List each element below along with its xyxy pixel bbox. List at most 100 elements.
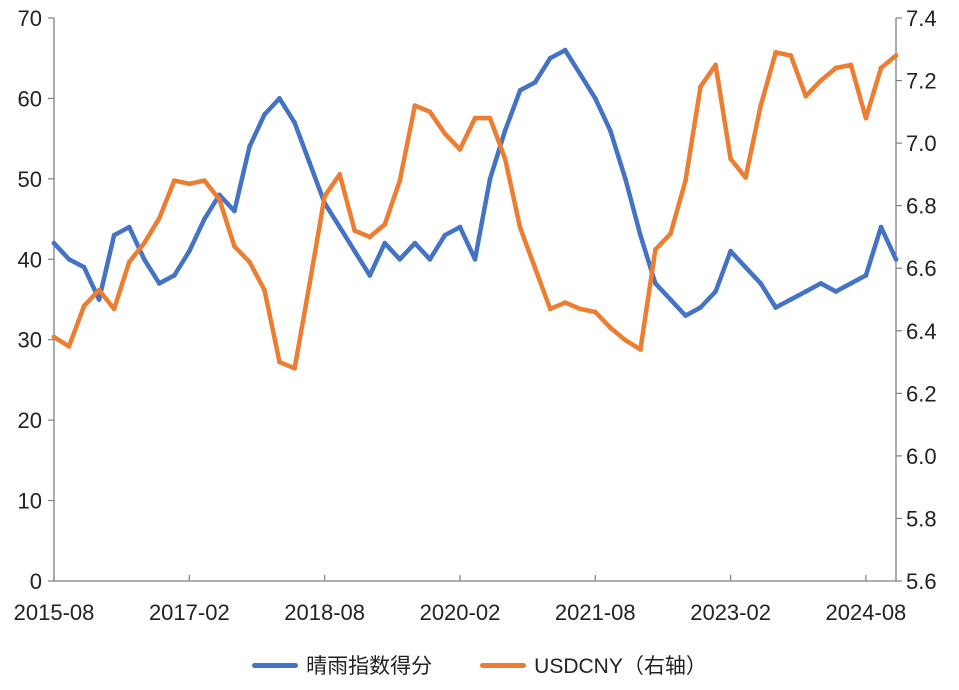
left-tick-label: 10 xyxy=(18,489,42,514)
data-point-series-1 xyxy=(547,306,553,312)
data-point-series-1 xyxy=(607,325,613,330)
left-tick-label: 0 xyxy=(30,569,42,594)
data-point-series-0 xyxy=(803,289,809,294)
data-point-series-0 xyxy=(292,120,297,125)
legend-swatch-blue xyxy=(252,662,299,668)
data-point-series-1 xyxy=(577,306,583,312)
data-point-series-1 xyxy=(442,131,448,137)
data-point-series-0 xyxy=(202,216,207,222)
series-lines xyxy=(51,47,899,371)
data-point-series-0 xyxy=(638,232,643,238)
legend-swatch-orange xyxy=(480,662,527,668)
data-point-series-1 xyxy=(81,303,87,309)
data-point-series-0 xyxy=(277,96,282,101)
data-point-series-0 xyxy=(397,256,403,262)
data-point-series-1 xyxy=(893,53,899,58)
data-point-series-1 xyxy=(171,178,177,184)
x-tick-label: 2024-08 xyxy=(826,600,907,625)
data-point-series-0 xyxy=(367,273,373,278)
data-point-series-1 xyxy=(818,78,824,83)
data-point-series-1 xyxy=(698,84,703,90)
data-point-series-1 xyxy=(427,109,433,115)
data-point-series-0 xyxy=(788,297,794,302)
data-point-series-0 xyxy=(232,208,237,214)
data-point-series-0 xyxy=(96,297,102,302)
data-point-series-1 xyxy=(337,172,343,177)
data-point-series-1 xyxy=(532,265,538,271)
data-point-series-1 xyxy=(352,228,358,234)
data-point-series-1 xyxy=(803,93,809,99)
right-tick-label: 7.4 xyxy=(906,6,937,31)
data-point-series-0 xyxy=(577,71,583,77)
x-tick-label: 2018-08 xyxy=(284,600,365,625)
data-point-series-1 xyxy=(217,197,222,202)
data-point-series-0 xyxy=(607,128,613,134)
legend-label-series-0: 晴雨指数得分 xyxy=(306,655,433,678)
x-tick-label: 2017-02 xyxy=(149,600,230,625)
data-point-series-1 xyxy=(743,175,748,180)
data-point-series-0 xyxy=(562,47,568,53)
left-tick-label: 30 xyxy=(18,328,42,353)
dual-axis-line-chart: 0 10 20 30 40 50 60 70 5.6 5.8 6.0 6.2 6.4 6.6 6.8 7.0 7… xyxy=(14,6,937,625)
data-point-series-0 xyxy=(51,240,57,246)
data-point-series-1 xyxy=(623,337,628,343)
data-point-series-1 xyxy=(472,115,478,121)
right-tick-label: 6.2 xyxy=(906,381,937,406)
data-point-series-0 xyxy=(337,224,343,230)
data-point-series-1 xyxy=(878,65,884,71)
right-tick-label: 5.6 xyxy=(906,569,937,594)
data-point-series-0 xyxy=(758,281,764,286)
data-point-series-1 xyxy=(833,65,839,71)
left-tick-label: 70 xyxy=(18,6,42,31)
legend-label-series-1: USDCNY（右轴） xyxy=(534,655,707,678)
data-point-series-0 xyxy=(156,281,162,286)
right-tick-label: 7.0 xyxy=(906,131,937,156)
data-point-series-1 xyxy=(713,62,718,68)
data-point-series-1 xyxy=(156,215,162,221)
data-point-series-1 xyxy=(186,181,192,187)
left-tick-label: 50 xyxy=(18,167,42,192)
data-point-series-1 xyxy=(111,306,117,312)
data-point-series-1 xyxy=(788,53,794,58)
right-tick-label: 5.8 xyxy=(906,506,937,531)
data-point-series-1 xyxy=(848,62,854,68)
data-point-series-0 xyxy=(683,313,688,318)
data-point-series-0 xyxy=(818,281,824,286)
data-point-series-0 xyxy=(592,96,598,101)
data-point-series-0 xyxy=(502,128,508,134)
data-point-series-1 xyxy=(141,240,147,246)
data-point-series-0 xyxy=(713,289,718,294)
data-point-series-1 xyxy=(367,234,373,240)
data-point-series-0 xyxy=(442,232,448,238)
tick-labels: 0 10 20 30 40 50 60 70 5.6 5.8 6.0 6.2 6.4 6.6 6.8 7.0 7… xyxy=(14,6,937,625)
data-point-series-1 xyxy=(66,344,72,349)
data-point-series-0 xyxy=(457,224,463,230)
data-point-series-1 xyxy=(562,300,568,305)
right-tick-label: 6.6 xyxy=(906,256,937,281)
data-point-series-0 xyxy=(262,112,267,117)
data-point-series-1 xyxy=(126,259,132,265)
data-point-series-1 xyxy=(758,103,764,108)
data-point-series-0 xyxy=(878,224,884,230)
data-point-series-0 xyxy=(743,264,748,270)
data-point-series-0 xyxy=(848,281,854,286)
data-point-series-0 xyxy=(171,273,177,278)
left-tick-label: 60 xyxy=(18,86,42,111)
data-point-series-0 xyxy=(773,305,779,310)
data-point-series-1 xyxy=(517,225,523,231)
axes xyxy=(48,17,902,582)
data-point-series-0 xyxy=(698,305,703,310)
data-point-series-1 xyxy=(653,247,658,252)
data-point-series-0 xyxy=(307,160,312,166)
data-point-series-0 xyxy=(412,240,418,246)
data-point-series-0 xyxy=(863,273,869,278)
data-point-series-0 xyxy=(126,224,132,230)
data-point-series-0 xyxy=(352,248,358,254)
data-point-series-0 xyxy=(547,55,553,61)
data-point-series-1 xyxy=(397,178,403,184)
legend-item-series-0: 晴雨指数得分 xyxy=(252,650,432,680)
data-point-series-0 xyxy=(111,232,117,238)
data-point-series-0 xyxy=(728,248,733,254)
data-point-series-1 xyxy=(277,359,282,365)
legend: 晴雨指数得分 USDCNY（右轴） xyxy=(0,648,959,682)
